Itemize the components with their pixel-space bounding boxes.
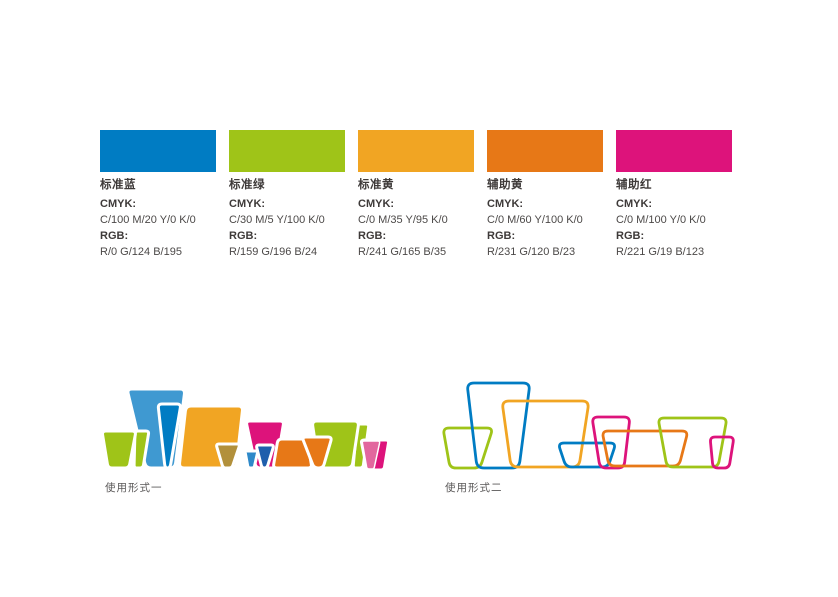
color-swatch-block: 标准黄 CMYK: C/0 M/35 Y/95 K/0 RGB: R/241 G… xyxy=(358,130,474,260)
usage-form1-label: 使用形式一 xyxy=(105,482,163,494)
logo2-pink-mid-outline xyxy=(591,415,631,470)
rgb-label: RGB: xyxy=(229,230,258,242)
cmyk-value: C/30 M/5 Y/100 K/0 xyxy=(229,214,325,226)
rgb-label: RGB: xyxy=(487,230,516,242)
color-name: 标准绿 xyxy=(229,179,265,191)
logo2-blue-tall-outline xyxy=(466,381,531,470)
cmyk-label: CMYK: xyxy=(358,198,395,210)
cmyk-value: C/100 M/20 Y/0 K/0 xyxy=(100,214,196,226)
color-swatch-block: 标准绿 CMYK: C/30 M/5 Y/100 K/0 RGB: R/159 … xyxy=(229,130,345,260)
color-swatch xyxy=(100,130,216,172)
rgb-label: RGB: xyxy=(616,230,645,242)
cmyk-label: CMYK: xyxy=(100,198,137,210)
color-swatch-block: 标准蓝 CMYK: C/100 M/20 Y/0 K/0 RGB: R/0 G/… xyxy=(100,130,216,260)
color-swatch xyxy=(616,130,732,172)
logo2-orange-wide-outline xyxy=(601,429,689,468)
color-name: 标准蓝 xyxy=(100,179,136,191)
color-name: 标准黄 xyxy=(358,179,394,191)
usage-form2-label: 使用形式二 xyxy=(445,482,503,494)
color-name: 辅助黄 xyxy=(487,179,523,191)
logo2-orange-big-outline xyxy=(501,399,590,469)
logo1-darkblue-narrow-shape xyxy=(156,402,182,470)
logo1-pink-light-overlay-shape xyxy=(361,440,381,470)
logo2-pink-small-outline xyxy=(709,435,735,470)
rgb-value: R/241 G/165 B/35 xyxy=(358,246,447,258)
rgb-value: R/221 G/19 B/123 xyxy=(616,246,705,258)
color-name: 辅助红 xyxy=(616,179,652,191)
color-swatch xyxy=(229,130,345,172)
logo1-green-left-shape xyxy=(101,429,137,470)
logo2-green-left-outline xyxy=(442,426,493,470)
logo1-green-sliver-left-shape xyxy=(132,429,151,470)
logo-usage-form1-filled xyxy=(101,387,391,472)
logo1-olive-small-shape xyxy=(215,442,241,470)
rgb-value: R/0 G/124 B/195 xyxy=(100,246,182,258)
cmyk-label: CMYK: xyxy=(229,198,266,210)
logo1-navy-small-shape xyxy=(255,443,275,470)
cmyk-value: C/0 M/35 Y/95 K/0 xyxy=(358,214,448,226)
color-swatch-block: 辅助红 CMYK: C/0 M/100 Y/0 K/0 RGB: R/221 G… xyxy=(616,130,732,260)
rgb-value: R/159 G/196 B/24 xyxy=(229,246,318,258)
cmyk-value: C/0 M/60 Y/100 K/0 xyxy=(487,214,583,226)
cmyk-value: C/0 M/100 Y/0 K/0 xyxy=(616,214,706,226)
color-swatch-block: 辅助黄 CMYK: C/0 M/60 Y/100 K/0 RGB: R/231 … xyxy=(487,130,603,260)
logo-usage-form2-outline xyxy=(442,381,735,470)
color-swatch xyxy=(487,130,603,172)
rgb-label: RGB: xyxy=(358,230,387,242)
logo2-blue-small-outline xyxy=(558,441,616,469)
color-swatch xyxy=(358,130,474,172)
logo1-orange-v-shape xyxy=(301,435,333,470)
rgb-value: R/231 G/120 B/23 xyxy=(487,246,576,258)
color-palette-section: 标准蓝 CMYK: C/100 M/20 Y/0 K/0 RGB: R/0 G/… xyxy=(100,130,732,260)
cmyk-label: CMYK: xyxy=(616,198,653,210)
logo1-blue-small-shape xyxy=(243,449,260,470)
rgb-label: RGB: xyxy=(100,230,129,242)
logo2-green-right-outline xyxy=(657,416,728,469)
cmyk-label: CMYK: xyxy=(487,198,524,210)
